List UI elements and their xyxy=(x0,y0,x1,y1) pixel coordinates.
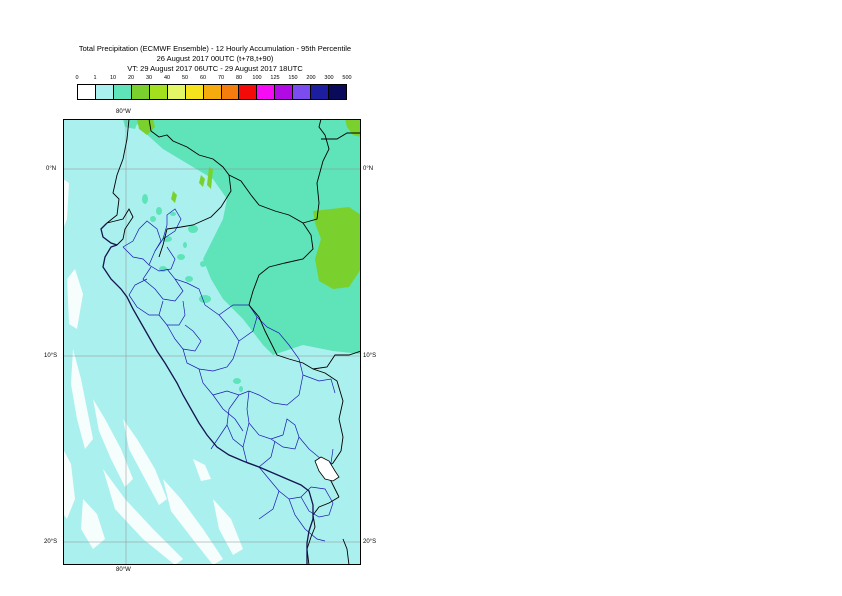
legend-swatch xyxy=(78,85,96,99)
label-lat-10-left: 10°S xyxy=(44,353,58,359)
moderate-precip-area xyxy=(123,119,361,355)
legend-tick-label: 500 xyxy=(342,75,352,81)
legend-color-bar xyxy=(77,84,347,100)
legend-swatch xyxy=(311,85,330,99)
lake-titicaca xyxy=(314,456,340,482)
legend-tick-label: 0 xyxy=(75,75,79,81)
legend-swatch xyxy=(185,85,204,99)
label-lat-0-right: 0°N xyxy=(363,166,374,172)
precipitation-map xyxy=(63,119,361,565)
map-title: Total Precipitation (ECMWF Ensemble) - 1… xyxy=(78,44,352,53)
legend-tick-label: 20 xyxy=(127,75,135,81)
legend-swatch xyxy=(257,85,276,99)
label-lat-20-left: 20°S xyxy=(44,539,58,545)
legend-tick-label: 200 xyxy=(306,75,316,81)
color-legend: 0 1 10 20 30 40 50 60 70 80 100 125 150 200 300 500 xyxy=(75,75,352,103)
national-borders xyxy=(106,119,361,565)
legend-tick-label: 300 xyxy=(324,75,334,81)
legend-swatch xyxy=(113,85,132,99)
legend-swatch xyxy=(239,85,258,99)
legend-swatch xyxy=(293,85,312,99)
low-precip-patches xyxy=(63,119,243,565)
legend-tick-label: 60 xyxy=(199,75,207,81)
map-frame xyxy=(63,119,361,565)
legend-swatch xyxy=(131,85,150,99)
legend-swatch xyxy=(203,85,222,99)
legend-tick-label: 10 xyxy=(109,75,117,81)
coastline xyxy=(100,222,314,565)
legend-tick-label: 50 xyxy=(181,75,189,81)
label-lat-10-right: 10°S xyxy=(363,353,377,359)
legend-tick-label: 1 xyxy=(93,75,97,81)
label-lat-0-left: 0°N xyxy=(46,166,57,172)
legend-swatch xyxy=(167,85,186,99)
legend-tick-label: 150 xyxy=(288,75,298,81)
legend-tick-label: 70 xyxy=(217,75,225,81)
map-graticule xyxy=(63,119,361,565)
label-lon-top: 80°W xyxy=(116,109,131,115)
legend-tick-labels: 0 1 10 20 30 40 50 60 70 80 100 125 150 200 300 500 xyxy=(75,75,351,84)
legend-swatch xyxy=(95,85,114,99)
map-valid-time: VT: 29 August 2017 06UTC - 29 August 201… xyxy=(127,64,303,73)
legend-swatch xyxy=(275,85,294,99)
legend-swatch xyxy=(329,85,347,99)
legend-swatch xyxy=(149,85,168,99)
legend-tick-label: 80 xyxy=(235,75,243,81)
map-run-time: 26 August 2017 00UTC (t+78,t+90) xyxy=(156,54,274,63)
legend-tick-label: 30 xyxy=(145,75,153,81)
legend-tick-label: 100 xyxy=(252,75,262,81)
legend-tick-label: 125 xyxy=(270,75,280,81)
legend-tick-label: 40 xyxy=(163,75,171,81)
label-lat-20-right: 20°S xyxy=(363,539,377,545)
legend-swatch xyxy=(221,85,240,99)
heavy-precip-area xyxy=(137,119,361,289)
label-lon-bottom: 80°W xyxy=(116,567,131,573)
